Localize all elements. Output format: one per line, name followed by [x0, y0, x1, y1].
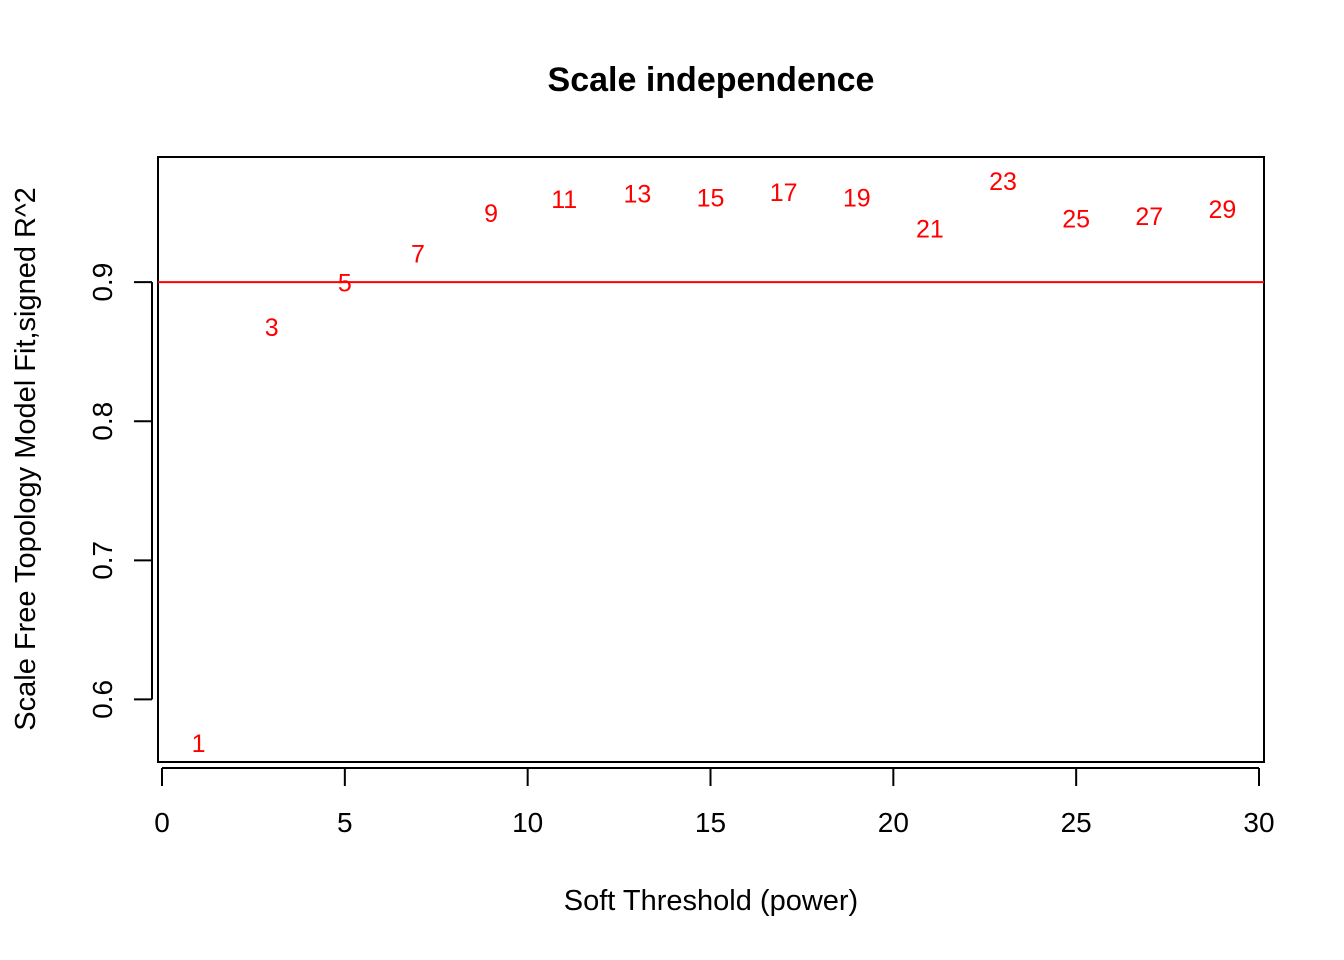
data-point-label: 5: [338, 270, 352, 298]
y-axis-label: Scale Free Topology Model Fit,signed R^2: [10, 187, 42, 730]
data-point-label: 3: [265, 314, 279, 342]
x-tick-label: 15: [695, 807, 726, 838]
y-tick-label: 0.6: [87, 680, 118, 719]
data-point-label: 7: [411, 240, 425, 268]
chart-title: Scale independence: [548, 61, 875, 99]
data-point-label: 15: [697, 185, 725, 213]
x-tick-label: 10: [512, 807, 543, 838]
x-axis-label: Soft Threshold (power): [564, 885, 858, 917]
y-tick-label: 0.7: [87, 541, 118, 580]
data-point-label: 29: [1209, 196, 1237, 224]
data-point-label: 1: [192, 730, 206, 758]
y-tick-label: 0.8: [87, 402, 118, 441]
x-tick-label: 30: [1243, 807, 1274, 838]
x-tick-label: 25: [1061, 807, 1092, 838]
data-point-label: 9: [484, 200, 498, 228]
x-tick-label: 0: [154, 807, 170, 838]
data-point-label: 19: [843, 185, 871, 213]
data-point-label: 25: [1062, 206, 1090, 234]
data-point-label: 21: [916, 215, 944, 243]
data-point-label: 27: [1135, 203, 1163, 231]
x-tick-label: 20: [878, 807, 909, 838]
data-point-label: 17: [770, 179, 798, 207]
data-point-label: 23: [989, 168, 1017, 196]
data-point-label: 13: [623, 181, 651, 209]
x-tick-label: 5: [337, 807, 353, 838]
y-tick-label: 0.9: [87, 263, 118, 302]
data-point-label: 11: [551, 186, 577, 214]
plot-frame: [157, 156, 1265, 763]
